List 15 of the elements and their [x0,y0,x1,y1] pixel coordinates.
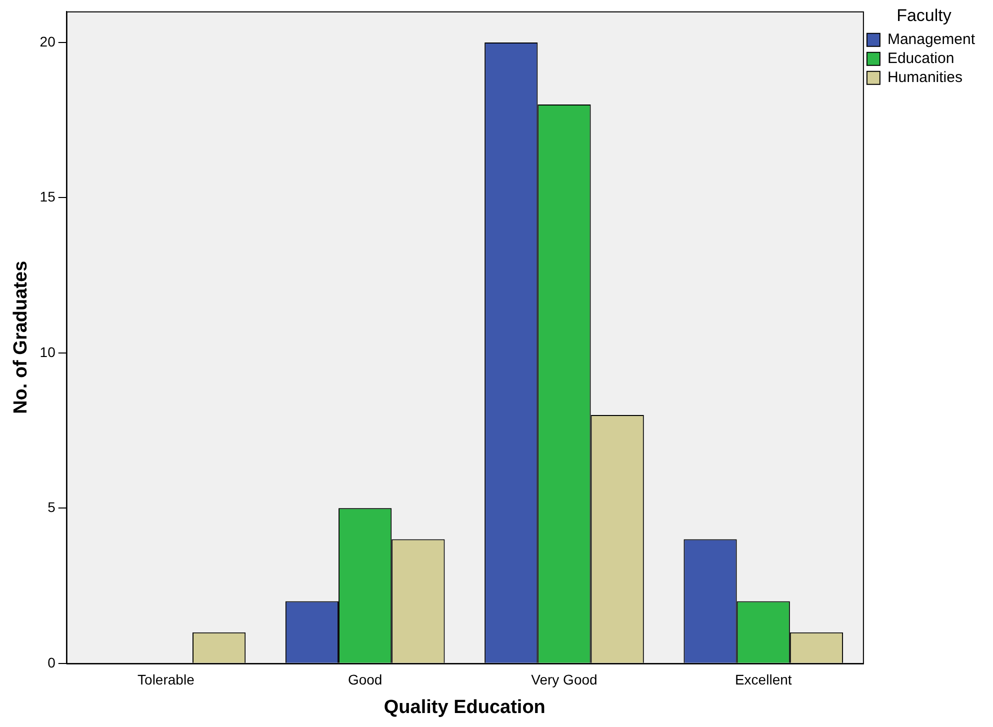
x-tick-label: Good [348,672,382,688]
x-tick-label: Excellent [734,672,792,688]
legend-label: Education [887,50,954,68]
y-tick-label: 20 [40,33,56,50]
y-axis-title: No. of Graduates [10,260,32,414]
y-tick-label: 5 [48,499,56,516]
x-tick-label: Very Good [531,672,598,688]
x-axis-title: Quality Education [384,696,546,718]
y-tick-label: 0 [48,654,56,670]
y-tick-label: 10 [40,344,56,360]
y-tick-label: 15 [40,188,56,205]
x-tick-label: Tolerable [138,672,195,688]
legend-label: Humanities [887,69,962,86]
legend-title: Faculty [896,6,952,26]
legend-label: Management [887,31,976,48]
